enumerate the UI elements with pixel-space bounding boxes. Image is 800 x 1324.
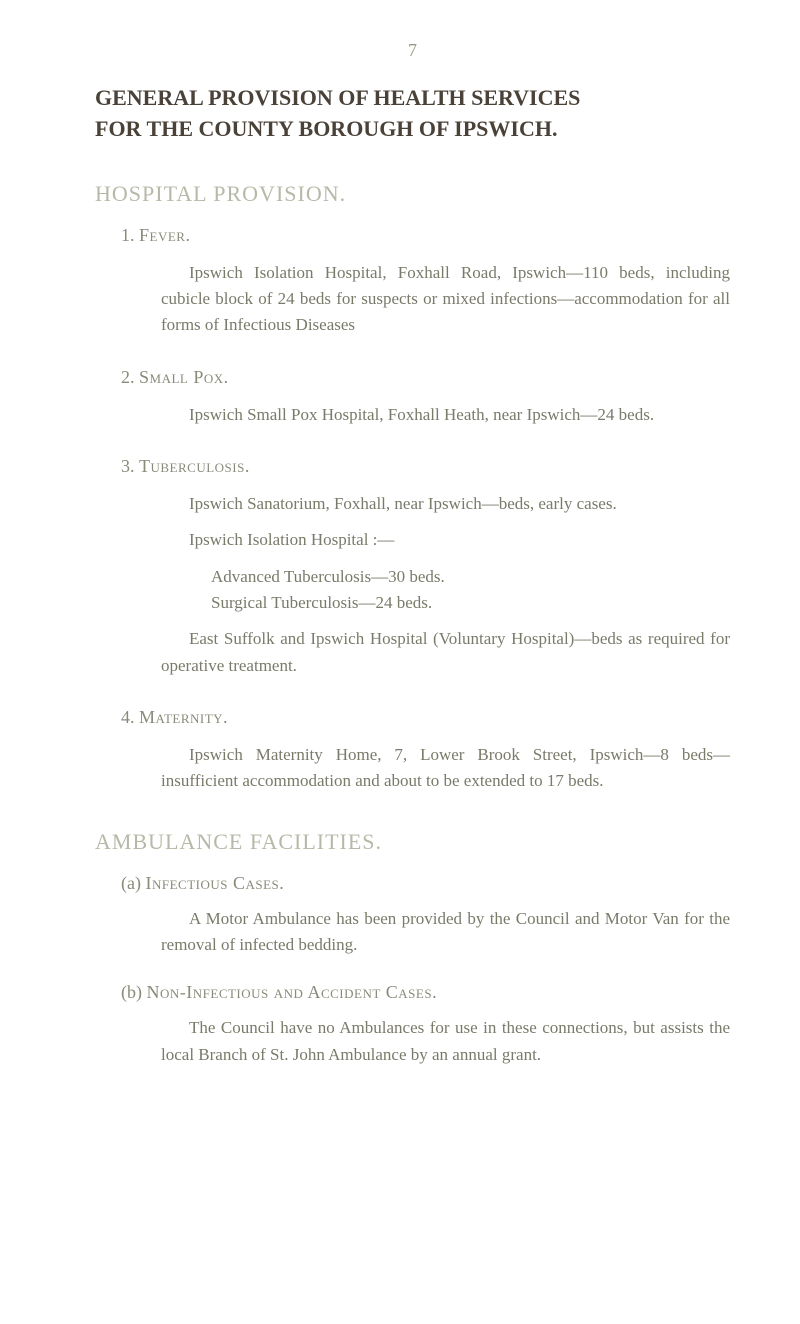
- item-non-infectious-cases: (b) Non-Infectious and Accident Cases. T…: [121, 982, 730, 1068]
- section-heading-hospital: HOSPITAL PROVISION.: [95, 181, 730, 207]
- item-name: Small Pox.: [139, 367, 229, 387]
- letter-body: The Council have no Ambulances for use i…: [161, 1015, 730, 1068]
- item-name: Fever.: [139, 225, 190, 245]
- letter-marker: (a): [121, 873, 141, 893]
- item-number: 3.: [121, 456, 135, 476]
- item-body: Ipswich Maternity Home, 7, Lower Brook S…: [161, 742, 730, 795]
- letter-label: (a) Infectious Cases.: [121, 873, 730, 894]
- item-infectious-cases: (a) Infectious Cases. A Motor Ambulance …: [121, 873, 730, 959]
- item-name: Tuberculosis.: [139, 456, 250, 476]
- item-name: Maternity.: [139, 707, 228, 727]
- item-body-2: Ipswich Isolation Hospital :—: [161, 527, 730, 553]
- letter-name: Infectious Cases.: [145, 873, 284, 893]
- item-body: Ipswich Isolation Hospital, Foxhall Road…: [161, 260, 730, 339]
- item-label: 1. Fever.: [121, 225, 730, 246]
- item-tuberculosis: 3. Tuberculosis. Ipswich Sanatorium, Fox…: [121, 456, 730, 679]
- item-label: 2. Small Pox.: [121, 367, 730, 388]
- letter-marker: (b): [121, 982, 142, 1002]
- item-smallpox: 2. Small Pox. Ipswich Small Pox Hospital…: [121, 367, 730, 428]
- letter-body: A Motor Ambulance has been provided by t…: [161, 906, 730, 959]
- item-label: 4. Maternity.: [121, 707, 730, 728]
- item-number: 1.: [121, 225, 135, 245]
- item-maternity: 4. Maternity. Ipswich Maternity Home, 7,…: [121, 707, 730, 795]
- letter-label: (b) Non-Infectious and Accident Cases.: [121, 982, 730, 1003]
- item-number: 2.: [121, 367, 135, 387]
- sub-item-2: Surgical Tuberculosis—24 beds.: [211, 590, 730, 616]
- title-line-1: GENERAL PROVISION OF HEALTH SERVICES: [95, 85, 580, 110]
- item-label: 3. Tuberculosis.: [121, 456, 730, 477]
- item-body-1: Ipswich Sanatorium, Foxhall, near Ipswic…: [161, 491, 730, 517]
- section-heading-ambulance: AMBULANCE FACILITIES.: [95, 829, 730, 855]
- sub-item-1: Advanced Tuberculosis—30 beds.: [211, 564, 730, 590]
- item-body: Ipswich Small Pox Hospital, Foxhall Heat…: [161, 402, 730, 428]
- item-body-3: East Suffolk and Ipswich Hospital (Volun…: [161, 626, 730, 679]
- item-number: 4.: [121, 707, 135, 727]
- title-line-2: FOR THE COUNTY BOROUGH OF IPSWICH.: [95, 116, 557, 141]
- page-number: 7: [95, 40, 730, 61]
- letter-name: Non-Infectious and Accident Cases.: [147, 982, 438, 1002]
- main-title: GENERAL PROVISION OF HEALTH SERVICES FOR…: [95, 83, 730, 145]
- item-fever: 1. Fever. Ipswich Isolation Hospital, Fo…: [121, 225, 730, 339]
